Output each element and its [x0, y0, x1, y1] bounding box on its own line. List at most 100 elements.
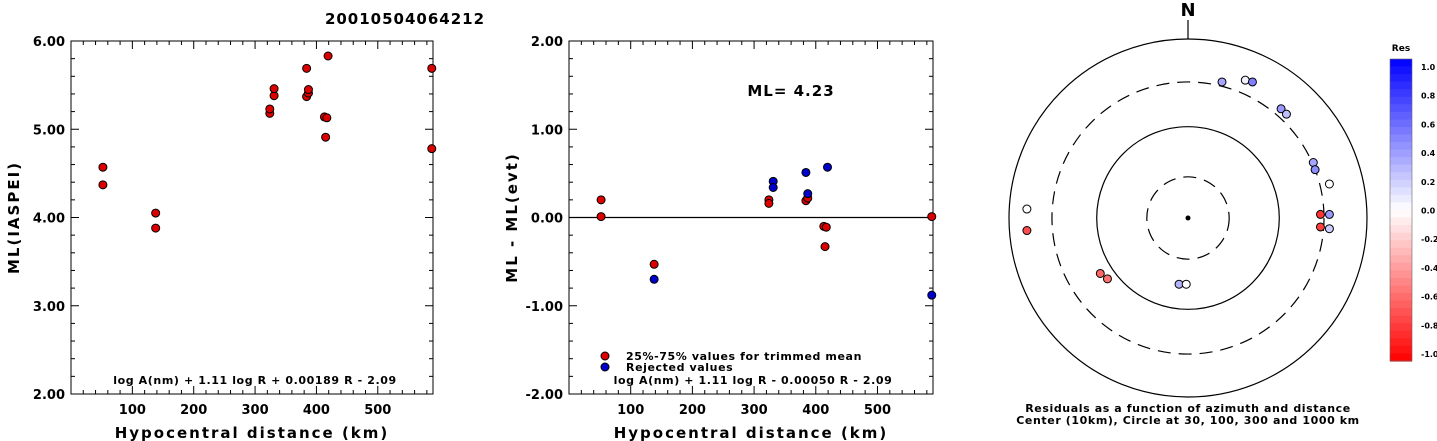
data-point	[927, 212, 937, 222]
residual-distance-plot: -2.00 -1.00 0.00 1.00 2.00 100 200 300 400 500 Hyp…	[503, 35, 937, 441]
x-tick-label: 100	[617, 403, 644, 418]
colorbar-label: 0.6	[1421, 120, 1436, 129]
formula-label: log A(nm) + 1.11 log R - 0.00050 R - 2.0…	[614, 374, 893, 387]
station-marker	[1217, 77, 1227, 87]
distance-ring	[1051, 81, 1325, 355]
colorbar-frame	[1389, 58, 1413, 362]
colorbar-segment	[1390, 262, 1412, 271]
x-tick-label: 500	[864, 403, 891, 418]
station-marker	[1310, 165, 1320, 175]
colorbar-segment	[1390, 89, 1412, 98]
colorbar-segment	[1390, 202, 1412, 211]
colorbar-segment	[1390, 142, 1412, 151]
data-point	[151, 208, 161, 218]
legend-marker	[600, 351, 610, 361]
colorbar-segment	[1390, 81, 1412, 90]
colorbar-segment	[1390, 187, 1412, 196]
colorbar-label: 0.4	[1421, 149, 1436, 158]
colorbar-segment	[1390, 172, 1412, 181]
data-point	[303, 85, 313, 95]
colorbar-segment	[1390, 164, 1412, 173]
data-point	[427, 144, 437, 154]
data-point	[151, 223, 161, 233]
data-point	[927, 290, 937, 300]
data-point	[265, 104, 275, 114]
colorbar-segment	[1390, 285, 1412, 294]
data-point	[801, 167, 811, 177]
colorbar-segment	[1390, 111, 1412, 120]
colorbar-segment	[1390, 247, 1412, 256]
data-point	[823, 162, 833, 172]
colorbar-label: -0.4	[1421, 264, 1437, 273]
distance-ring	[1096, 126, 1280, 310]
station-marker	[1276, 104, 1286, 114]
colorbar-label: -0.6	[1421, 293, 1437, 302]
x-tick-label: 200	[180, 403, 207, 418]
colorbar-title: Res	[1392, 44, 1410, 54]
data-point	[269, 84, 279, 94]
colorbar-segment	[1390, 157, 1412, 166]
y-axis-label: ML - ML(evt)	[503, 152, 521, 282]
station-marker	[1022, 204, 1032, 214]
colorbar-label: 0.2	[1421, 178, 1435, 187]
colorbar-segment	[1390, 315, 1412, 324]
colorbar-segment	[1390, 323, 1412, 332]
ml-annotation: ML= 4.23	[747, 82, 834, 100]
x-tick-label: 500	[364, 403, 391, 418]
colorbar-segment	[1390, 255, 1412, 264]
north-label: N	[1180, 0, 1195, 21]
station-marker	[1315, 222, 1325, 232]
data-point	[98, 180, 108, 190]
colorbar-label: -1.0	[1421, 350, 1437, 359]
caption-line-2: Center (10km), Circle at 30, 100, 300 an…	[1016, 414, 1360, 427]
epicenter-marker	[1185, 215, 1191, 221]
y-tick-label: 5.00	[33, 123, 65, 138]
colorbar-segment	[1390, 330, 1412, 339]
colorbar-label: -0.2	[1421, 235, 1437, 244]
data-point	[649, 274, 659, 284]
colorbar-segment	[1390, 240, 1412, 249]
data-point	[323, 51, 333, 61]
colorbar-segment	[1390, 149, 1412, 158]
y-tick-label: 3.00	[33, 300, 65, 315]
data-point	[821, 222, 831, 232]
colorbar-segment	[1390, 300, 1412, 309]
colorbar-segment	[1390, 217, 1412, 226]
colorbar-segment	[1390, 194, 1412, 204]
station-marker	[1247, 77, 1257, 87]
colorbar-segment	[1390, 96, 1412, 105]
colorbar-segment	[1390, 59, 1412, 68]
colorbar-segment	[1390, 270, 1412, 279]
x-tick-label: 100	[119, 403, 146, 418]
colorbar-segment	[1390, 179, 1412, 188]
colorbar-segment	[1390, 277, 1412, 287]
station-marker	[1324, 179, 1334, 189]
data-point	[321, 132, 331, 142]
station-marker	[1281, 109, 1291, 119]
colorbar-label: 0.0	[1421, 207, 1436, 216]
station-marker	[1181, 279, 1191, 289]
colorbar-segment	[1390, 134, 1412, 143]
data-point	[768, 182, 778, 192]
colorbar-label: 0.8	[1421, 92, 1436, 101]
legend-marker	[600, 362, 610, 372]
x-tick-label: 400	[802, 403, 829, 418]
station-marker	[1095, 268, 1105, 278]
colorbar-segment	[1390, 345, 1412, 355]
colorbar-label: 1.0	[1421, 63, 1436, 72]
colorbar-segment	[1390, 126, 1412, 136]
data-point	[322, 113, 332, 123]
data-point	[596, 195, 606, 205]
formula-label: log A(nm) + 1.11 log R + 0.00189 R - 2.0…	[113, 374, 396, 387]
y-tick-label: 2.00	[531, 35, 563, 50]
distance-ring	[1146, 176, 1230, 260]
colorbar-segment	[1390, 232, 1412, 241]
colorbar-segment	[1390, 74, 1412, 83]
colorbar-segment	[1390, 308, 1412, 317]
colorbar-segment	[1390, 119, 1412, 128]
station-marker	[1102, 274, 1112, 284]
ml-distance-plot: 2.00 3.00 4.00 5.00 6.00 100 200 300 400 500 Hypoc…	[5, 35, 437, 441]
colorbar-segment	[1390, 338, 1412, 347]
y-tick-label: 6.00	[33, 35, 65, 50]
